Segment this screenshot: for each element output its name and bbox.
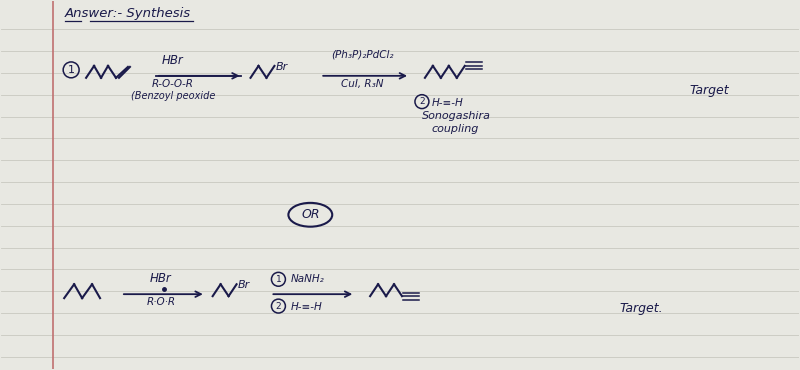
- Text: Sonogashira: Sonogashira: [422, 111, 491, 121]
- Text: Br: Br: [275, 62, 288, 72]
- Text: (Ph₃P)₂PdCl₂: (Ph₃P)₂PdCl₂: [331, 50, 394, 60]
- Text: R·O·R: R·O·R: [146, 297, 175, 307]
- Text: H-≡-H: H-≡-H: [432, 98, 464, 108]
- Text: Br: Br: [238, 280, 250, 290]
- Text: Target.: Target.: [619, 302, 663, 315]
- Text: NaNH₂: NaNH₂: [290, 274, 324, 284]
- Text: R-O-O-R: R-O-O-R: [152, 79, 194, 89]
- Text: 2: 2: [419, 97, 425, 106]
- Text: 1: 1: [275, 275, 282, 284]
- Text: 2: 2: [276, 302, 282, 310]
- Text: Answer:- Synthesis: Answer:- Synthesis: [65, 7, 191, 20]
- Text: HBr: HBr: [150, 272, 172, 285]
- Text: H-≡-H: H-≡-H: [290, 302, 322, 312]
- Text: HBr: HBr: [162, 54, 184, 67]
- Text: Target: Target: [689, 84, 729, 97]
- Text: 1: 1: [68, 65, 74, 75]
- Text: (Benzoyl peoxide: (Benzoyl peoxide: [130, 91, 215, 101]
- Text: CuI, R₃N: CuI, R₃N: [341, 79, 383, 89]
- Text: OR: OR: [301, 208, 319, 221]
- Text: coupling: coupling: [432, 124, 479, 134]
